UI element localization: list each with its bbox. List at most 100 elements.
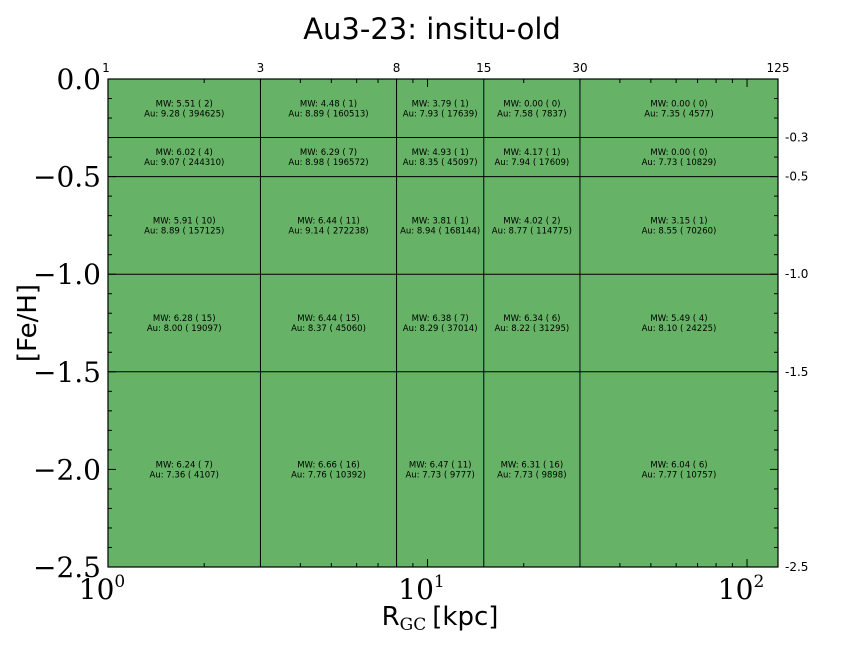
- cell-mw-label: MW: 4.93 ( 1): [412, 148, 469, 158]
- cell-au-label: Au: 8.94 ( 168144): [400, 226, 480, 236]
- cell-mw-label: MW: 3.15 ( 1): [650, 216, 707, 226]
- heatmap-cell: [396, 137, 484, 177]
- chart-title: Au3-23: insitu-old: [303, 12, 561, 46]
- x-axis-label-main: R: [382, 602, 400, 632]
- heatmap-cells: [108, 79, 778, 567]
- y-tick-label: 0.0: [56, 63, 101, 96]
- right-bin-edge-label: -1.0: [785, 267, 808, 281]
- heatmap-cell: [579, 274, 778, 372]
- heatmap-cell: [260, 274, 397, 372]
- heatmap-cell: [260, 137, 397, 177]
- y-tick-label: −2.0: [33, 453, 101, 486]
- y-tick-label: −1.5: [33, 356, 101, 389]
- x-tick-label: 100: [79, 572, 125, 606]
- cell-mw-label: MW: 6.31 ( 16): [501, 460, 564, 470]
- cell-au-label: Au: 9.14 ( 272238): [288, 226, 368, 236]
- cell-mw-label: MW: 6.28 ( 15): [153, 314, 216, 324]
- top-bin-edge-label: 1: [102, 61, 110, 75]
- x-tick-label-exponent: 2: [753, 572, 764, 592]
- y-axis-label: [Fe/H]: [13, 284, 43, 362]
- x-axis-label-subscript: GC: [400, 615, 427, 635]
- heatmap-cell: [483, 79, 580, 138]
- heatmap-cell: [260, 371, 397, 567]
- cell-au-label: Au: 8.89 ( 157125): [144, 226, 224, 236]
- heatmap-cell: [579, 371, 778, 567]
- cell-mw-label: MW: 0.00 ( 0): [650, 148, 707, 158]
- cell-au-label: Au: 8.29 ( 37014): [403, 324, 478, 334]
- heatmap-cell: [579, 137, 778, 177]
- heatmap-cell: [579, 79, 778, 138]
- right-bin-edge-label: -1.5: [785, 365, 808, 379]
- heatmap-cell: [108, 137, 261, 177]
- heatmap-cell: [260, 79, 397, 138]
- cell-au-label: Au: 7.94 ( 17609): [494, 158, 569, 168]
- top-bin-edge-label: 125: [767, 61, 790, 75]
- cell-au-label: Au: 9.28 ( 394625): [144, 109, 224, 119]
- cell-mw-label: MW: 6.04 ( 6): [650, 460, 707, 470]
- cell-au-label: Au: 7.73 ( 10829): [642, 158, 717, 168]
- x-axis-label: RGC [kpc]: [382, 602, 499, 635]
- cell-au-label: Au: 7.93 ( 17639): [403, 109, 478, 119]
- cell-au-label: Au: 8.77 ( 114775): [492, 226, 572, 236]
- heatmap-cell: [396, 371, 484, 567]
- cell-mw-label: MW: 6.47 ( 11): [409, 460, 472, 470]
- right-bin-edge-label: -0.3: [785, 131, 808, 145]
- cell-mw-label: MW: 0.00 ( 0): [503, 99, 560, 109]
- heatmap-cell: [108, 274, 261, 372]
- top-bin-edge-label: 3: [257, 61, 265, 75]
- cell-au-label: Au: 8.10 ( 24225): [642, 324, 717, 334]
- cell-au-label: Au: 7.73 ( 9898): [497, 470, 566, 480]
- top-bin-edge-label: 15: [476, 61, 491, 75]
- x-tick-label-exponent: 0: [114, 572, 125, 592]
- cell-au-label: Au: 7.36 ( 4107): [150, 470, 219, 480]
- cell-au-label: Au: 9.07 ( 244310): [144, 158, 224, 168]
- right-bin-edge-label: -0.5: [785, 170, 808, 184]
- cell-au-label: Au: 8.00 ( 19097): [147, 324, 222, 334]
- cell-au-label: Au: 8.37 ( 45060): [291, 324, 366, 334]
- cell-au-label: Au: 8.22 ( 31295): [494, 324, 569, 334]
- y-tick-label: −2.5: [33, 551, 101, 584]
- x-tick-label-base: 10: [79, 573, 115, 606]
- heatmap-cell: [396, 79, 484, 138]
- cell-au-label: Au: 8.98 ( 196572): [288, 158, 368, 168]
- heatmap-cell: [108, 371, 261, 567]
- heatmap-cell: [108, 79, 261, 138]
- heatmap-cell: [260, 176, 397, 275]
- cell-mw-label: MW: 4.17 ( 1): [503, 148, 560, 158]
- cell-au-label: Au: 7.35 ( 4577): [644, 109, 713, 119]
- heatmap-cell: [108, 176, 261, 275]
- heatmap-cell: [396, 176, 484, 275]
- heatmap-cell: [483, 137, 580, 177]
- heatmap-cell: [483, 176, 580, 275]
- cell-mw-label: MW: 6.38 ( 7): [412, 314, 469, 324]
- cell-mw-label: MW: 0.00 ( 0): [650, 99, 707, 109]
- cell-au-label: Au: 7.58 ( 7837): [497, 109, 566, 119]
- cell-au-label: Au: 8.89 ( 160513): [288, 109, 368, 119]
- x-tick-label-base: 10: [718, 573, 754, 606]
- cell-mw-label: MW: 6.44 ( 15): [297, 314, 360, 324]
- heatmap-cell: [483, 274, 580, 372]
- x-tick-label-base: 10: [398, 573, 434, 606]
- cell-annotations: MW: 5.51 ( 2)Au: 9.28 ( 394625) MW: 4.48 …: [144, 99, 716, 480]
- cell-mw-label: MW: 5.91 ( 10): [153, 216, 216, 226]
- cell-mw-label: MW: 6.02 ( 4): [156, 148, 213, 158]
- heatmap-cell: [579, 176, 778, 275]
- top-bin-edge-label: 8: [393, 61, 401, 75]
- cell-mw-label: MW: 6.29 ( 7): [300, 148, 357, 158]
- plot-frame: [107, 78, 779, 568]
- y-tick-label: −1.0: [33, 258, 101, 291]
- cell-mw-label: MW: 3.79 ( 1): [412, 99, 469, 109]
- top-bin-edge-label: 30: [572, 61, 587, 75]
- cell-au-label: Au: 7.76 ( 10392): [291, 470, 366, 480]
- cell-au-label: Au: 8.55 ( 70260): [642, 226, 717, 236]
- heatmap-cell: [483, 371, 580, 567]
- bin-grid: [108, 79, 778, 567]
- x-tick-label: 101: [398, 572, 444, 606]
- cell-au-label: Au: 7.77 ( 10757): [642, 470, 717, 480]
- cell-mw-label: MW: 4.48 ( 1): [300, 99, 357, 109]
- cell-mw-label: MW: 6.24 ( 7): [156, 460, 213, 470]
- cell-mw-label: MW: 5.49 ( 4): [650, 314, 707, 324]
- x-tick-label-exponent: 1: [434, 572, 445, 592]
